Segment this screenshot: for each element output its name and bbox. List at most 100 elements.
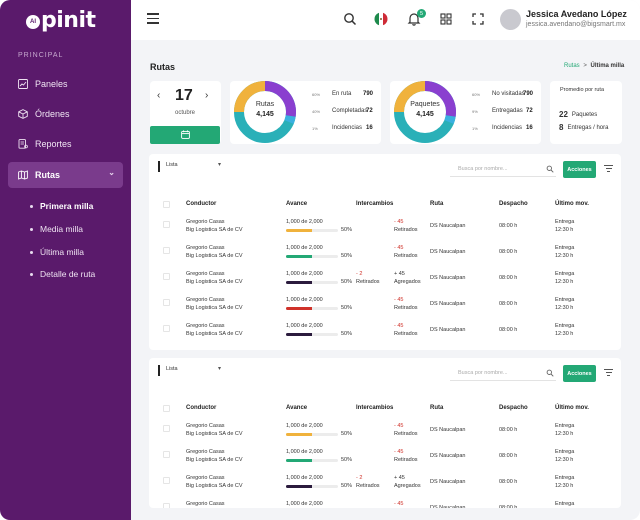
bell-icon[interactable] bbox=[406, 11, 422, 27]
search-placeholder: Busca por nombre... bbox=[458, 370, 508, 376]
next-day-icon[interactable]: › bbox=[205, 90, 209, 101]
row-checkbox[interactable] bbox=[163, 273, 170, 280]
progress-fill bbox=[286, 229, 312, 232]
view-select-value: Lista bbox=[166, 366, 178, 372]
select-all-checkbox[interactable] bbox=[163, 405, 170, 412]
row-checkbox[interactable] bbox=[163, 299, 170, 306]
donut-value: 4,145 bbox=[416, 111, 434, 118]
breadcrumb-link[interactable]: Rutas bbox=[564, 63, 580, 69]
menu-icon[interactable] bbox=[147, 13, 159, 27]
calendar-button[interactable] bbox=[150, 126, 220, 144]
row-checkbox[interactable] bbox=[163, 477, 170, 484]
mexico-flag-icon[interactable] bbox=[373, 11, 389, 27]
sidebar-item-rutas[interactable]: Rutas ⌄ bbox=[8, 162, 123, 188]
logo-badge: AI bbox=[26, 15, 40, 29]
sidebar-subitem-detalle-de-ruta[interactable]: Detalle de ruta bbox=[30, 269, 95, 279]
route-name: DS Naucalpan bbox=[430, 301, 466, 307]
avatar[interactable] bbox=[500, 9, 521, 30]
view-select-value: Lista bbox=[166, 162, 178, 168]
divider bbox=[158, 365, 160, 376]
actions-button[interactable]: Acciones bbox=[563, 365, 596, 382]
user-name[interactable]: Jessica Avedano López bbox=[526, 9, 627, 19]
bullet-icon bbox=[30, 250, 33, 254]
report-icon bbox=[18, 139, 28, 149]
last-move-time: 12:30 h bbox=[555, 457, 574, 463]
progress-text: 1,000 de 2,000 bbox=[286, 323, 323, 329]
filter-icon[interactable] bbox=[604, 369, 613, 378]
progress-percent: 50% bbox=[341, 227, 353, 233]
progress-fill bbox=[286, 255, 312, 258]
sidebar-subitem-ultima-milla[interactable]: Última milla bbox=[30, 247, 84, 257]
sidebar-item-ordenes[interactable]: Órdenes bbox=[8, 101, 123, 127]
driver-name: Gregorio Casas bbox=[186, 323, 225, 329]
exchange-label: Agregados bbox=[394, 483, 421, 489]
last-move-time: 12:30 h bbox=[555, 331, 574, 337]
progress-text: 1,000 de 2,000 bbox=[286, 501, 323, 507]
driver-company: Big Logistica SA de CV bbox=[186, 227, 243, 233]
legend-value: 72 bbox=[366, 108, 373, 114]
progress-text: 1,000 de 2,000 bbox=[286, 475, 323, 481]
column-header: Avance bbox=[286, 405, 308, 411]
route-name: DS Naucalpan bbox=[430, 223, 466, 229]
driver-name: Gregorio Casas bbox=[186, 245, 225, 251]
exchange-label: Retirados bbox=[394, 227, 418, 233]
column-header: Conductor bbox=[186, 405, 217, 411]
donut-value: 4,145 bbox=[256, 111, 274, 118]
page-title: Rutas bbox=[150, 62, 176, 72]
actions-button[interactable]: Acciones bbox=[563, 161, 596, 178]
paquetes-card: Paquetes 4,145 60% No visitadas 790 9% Ent… bbox=[390, 81, 541, 144]
legend-item: 1% Incidencias bbox=[312, 125, 372, 131]
sidebar-item-label: Órdenes bbox=[35, 109, 70, 119]
breadcrumb: Rutas > Última milla bbox=[564, 63, 624, 69]
legend-pct: 40% bbox=[312, 108, 321, 114]
chevron-down-icon[interactable]: ▾ bbox=[218, 366, 222, 372]
paquetes-donut-chart bbox=[394, 81, 456, 143]
legend-label: Completadas bbox=[332, 108, 368, 114]
calendar-icon bbox=[181, 130, 190, 139]
promedio-label: Entregas / hora bbox=[567, 124, 609, 131]
sidebar-subitem-media-milla[interactable]: Media milla bbox=[30, 224, 83, 234]
progress-bar bbox=[286, 229, 338, 232]
sidebar-subitem-primera-milla[interactable]: Primera milla bbox=[30, 201, 93, 211]
route-name: DS Naucalpan bbox=[430, 453, 466, 459]
row-checkbox[interactable] bbox=[163, 503, 170, 508]
last-move-type: Entrega bbox=[555, 271, 575, 277]
search-icon[interactable] bbox=[546, 165, 554, 173]
logo[interactable]: AI pinit bbox=[26, 2, 96, 38]
sidebar-item-paneles[interactable]: Paneles bbox=[8, 71, 123, 97]
legend-value: 790 bbox=[523, 91, 534, 97]
row-checkbox[interactable] bbox=[163, 325, 170, 332]
driver-company: Big Logistica SA de CV bbox=[186, 253, 243, 259]
last-move-type: Entrega bbox=[555, 501, 575, 507]
exchange-label: Agregados bbox=[394, 279, 421, 285]
row-checkbox[interactable] bbox=[163, 425, 170, 432]
last-move-type: Entrega bbox=[555, 449, 575, 455]
exchange-count: + 45 bbox=[394, 271, 405, 277]
bullet-icon bbox=[30, 227, 33, 231]
prev-day-icon[interactable]: ‹ bbox=[157, 90, 161, 101]
chevron-down-icon[interactable]: ▾ bbox=[218, 162, 222, 168]
user-email: jessica.avendano@bigsmart.mx bbox=[526, 21, 626, 28]
driver-name: Gregorio Casas bbox=[186, 219, 225, 225]
last-move-type: Entrega bbox=[555, 423, 575, 429]
filter-icon[interactable] bbox=[604, 165, 613, 174]
search-input[interactable]: Busca por nombre... bbox=[450, 366, 556, 381]
column-header: Despacho bbox=[499, 201, 528, 207]
exchange-label: Retirados bbox=[394, 457, 418, 463]
dispatch-time: 08:00 h bbox=[499, 479, 518, 485]
row-checkbox[interactable] bbox=[163, 247, 170, 254]
sidebar-item-reportes[interactable]: Reportes bbox=[8, 131, 123, 157]
date-day: 17 bbox=[175, 87, 193, 104]
row-checkbox[interactable] bbox=[163, 451, 170, 458]
fullscreen-icon[interactable] bbox=[470, 11, 486, 27]
search-input[interactable]: Busca por nombre... bbox=[450, 162, 556, 177]
legend-item: 60% No visitadas bbox=[472, 91, 532, 97]
grid-icon[interactable] bbox=[438, 11, 454, 27]
legend-value: 72 bbox=[526, 108, 533, 114]
search-icon[interactable] bbox=[342, 11, 358, 27]
exchange-count: + 45 bbox=[394, 475, 405, 481]
select-all-checkbox[interactable] bbox=[163, 201, 170, 208]
search-icon[interactable] bbox=[546, 369, 554, 377]
row-checkbox[interactable] bbox=[163, 221, 170, 228]
exchange-retired-label: Retirados bbox=[356, 483, 380, 489]
